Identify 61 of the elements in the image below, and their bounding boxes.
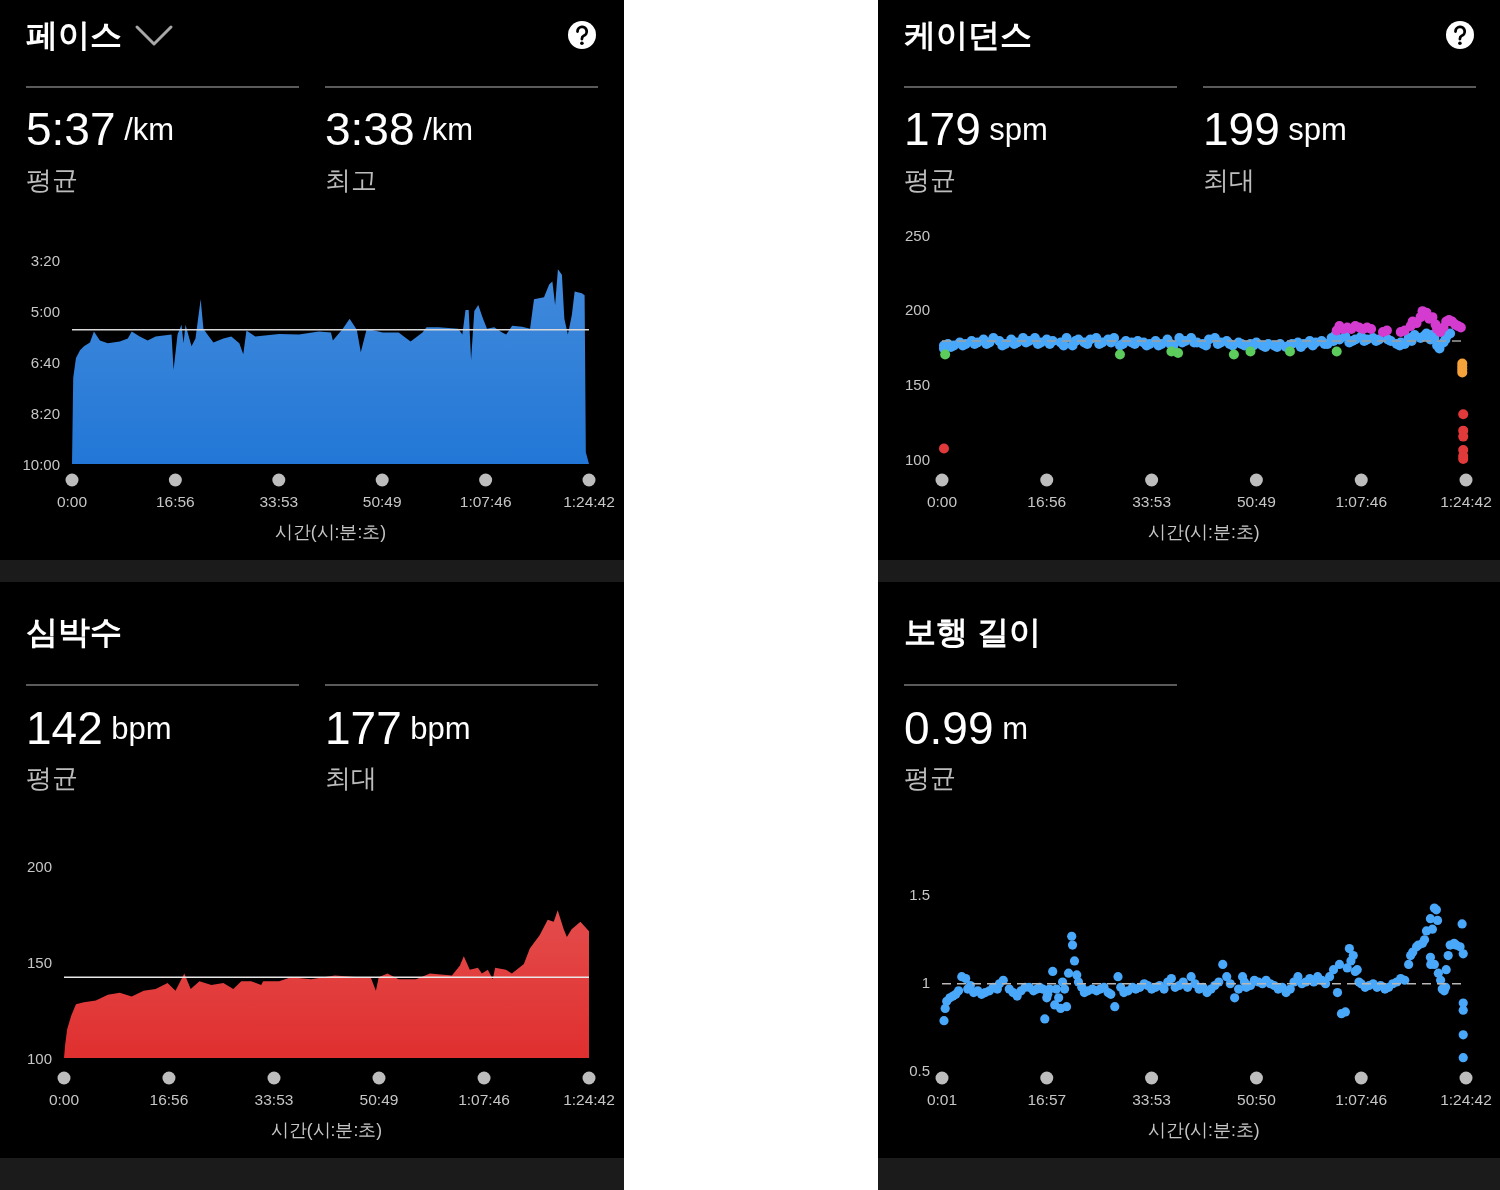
text: 최고 <box>325 165 377 195</box>
x-tick-label: 50:49 <box>359 1090 399 1108</box>
text: 179 spm <box>904 103 1048 155</box>
text: 3:38 /km <box>325 103 474 155</box>
x-tick-label: 1:24:42 <box>563 492 615 510</box>
chart-title: 심박수 <box>26 614 122 650</box>
y-tick-label: 200 <box>26 857 52 875</box>
x-tick-label: 1:24:42 <box>1440 492 1492 510</box>
text: 177 bpm <box>325 702 471 754</box>
y-tick-label: 150 <box>904 375 930 393</box>
x-axis-title: 시간(시:분:초) <box>1148 1120 1260 1140</box>
x-tick-label: 0:00 <box>56 492 88 510</box>
chart-title: 보행 길이 <box>904 614 1041 650</box>
text: 평균 <box>26 763 78 793</box>
x-tick-label: 1:07:46 <box>1335 1090 1388 1108</box>
x-tick-label: 16:56 <box>1027 492 1067 510</box>
text: 199 spm <box>1203 103 1347 155</box>
text: 최대 <box>325 763 377 793</box>
y-tick-label: 3:20 <box>30 251 60 269</box>
x-tick-label: 1:07:46 <box>458 1090 510 1108</box>
text: 142 bpm <box>26 702 172 754</box>
text: 평균 <box>26 165 78 195</box>
chart-title: 페이스 <box>26 17 122 53</box>
y-tick-label: 100 <box>26 1049 52 1067</box>
x-tick-label: 1:07:46 <box>459 492 512 510</box>
text: 0.99 m <box>904 702 1028 754</box>
y-tick-label: 150 <box>26 953 52 971</box>
x-tick-label: 1:24:42 <box>1440 1090 1492 1108</box>
x-tick-label: 33:53 <box>254 1090 294 1108</box>
text: 평균 <box>904 763 956 793</box>
x-tick-label: 50:50 <box>1237 1090 1277 1108</box>
y-tick-label: 8:20 <box>30 404 60 422</box>
x-tick-label: 16:56 <box>155 492 195 510</box>
x-axis-title: 시간(시:분:초) <box>270 1120 383 1140</box>
y-tick-label: 5:00 <box>30 302 60 320</box>
text: 최대 <box>1203 165 1255 195</box>
x-tick-label: 33:53 <box>1132 1090 1171 1108</box>
x-tick-label: 50:49 <box>1236 492 1276 510</box>
x-tick-label: 33:53 <box>1132 492 1172 510</box>
y-tick-label: 250 <box>904 226 930 244</box>
y-tick-label: 6:40 <box>30 353 60 371</box>
x-tick-label: 0:00 <box>926 492 958 510</box>
y-tick-label: 200 <box>904 301 930 319</box>
y-tick-label: 1.5 <box>909 885 930 903</box>
x-tick-label: 16:56 <box>149 1090 189 1108</box>
x-tick-label: 0:00 <box>48 1090 80 1108</box>
y-tick-label: 1 <box>921 973 930 991</box>
y-tick-label: 10:00 <box>22 455 60 473</box>
x-tick-label: 16:57 <box>1027 1090 1067 1108</box>
x-tick-label: 33:53 <box>259 492 299 510</box>
x-tick-label: 50:49 <box>362 492 402 510</box>
x-axis-title: 시간(시:분:초) <box>274 522 387 542</box>
chart-title: 케이던스 <box>904 17 1032 53</box>
x-tick-label: 0:01 <box>926 1090 958 1108</box>
x-tick-label: 1:24:42 <box>563 1090 615 1108</box>
y-tick-label: 0.5 <box>909 1061 930 1079</box>
text: 5:37 /km <box>26 103 175 155</box>
x-axis-title: 시간(시:분:초) <box>1148 522 1260 542</box>
x-tick-label: 1:07:46 <box>1335 492 1388 510</box>
text: 평균 <box>904 165 956 195</box>
y-tick-label: 100 <box>904 450 930 468</box>
